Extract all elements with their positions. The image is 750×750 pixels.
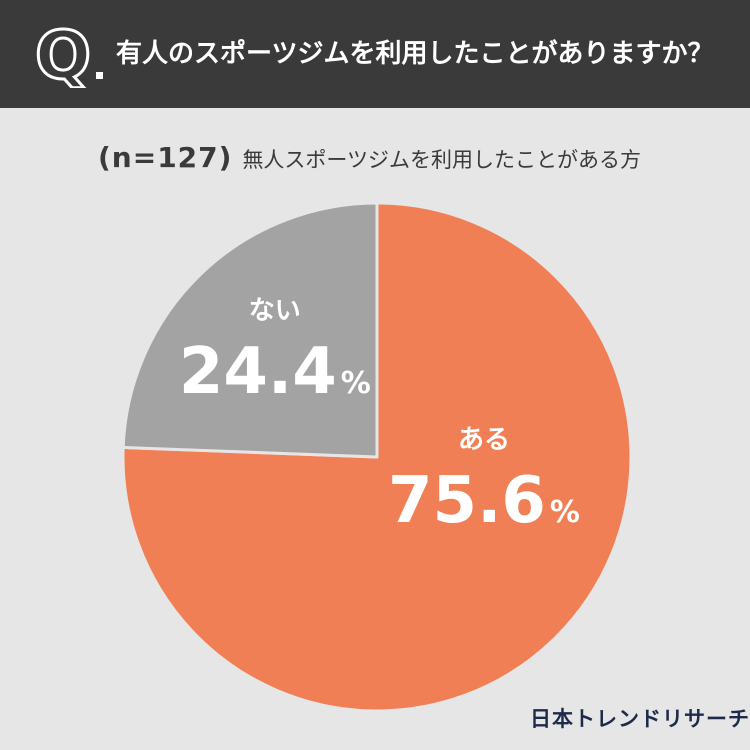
subtitle: (n=127) 無人スポーツジムを利用したことがある方 <box>98 140 698 180</box>
slice-label-0: ある <box>458 425 510 455</box>
pie-slice-1 <box>121 201 379 459</box>
q-badge-icon: Q <box>34 22 103 88</box>
q-dot <box>96 72 103 79</box>
sample-size: (n=127) <box>98 141 233 174</box>
q-mark: Q <box>35 22 91 88</box>
brand-logo: 日本トレンドリサーチ <box>530 707 750 731</box>
slice-value-0: 75.6% <box>388 464 580 538</box>
slice-value-1: 24.4% <box>179 335 371 409</box>
slice-label-1: ない <box>249 296 301 326</box>
question-header: Q 有人のスポーツジムを利用したことがありますか？ <box>0 0 750 108</box>
question-text: 有人のスポーツジムを利用したことがありますか？ <box>116 39 714 69</box>
subtitle-description: 無人スポーツジムを利用したことがある方 <box>242 148 642 172</box>
